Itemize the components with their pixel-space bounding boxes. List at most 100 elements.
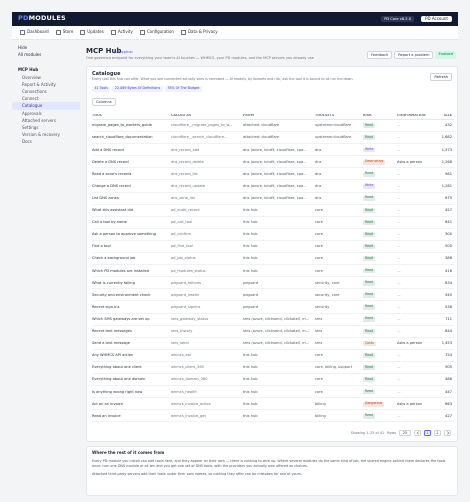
table-row[interactable]: Everything about one client whmcs_client_… [92,362,454,375]
tool: Everything about one client [92,365,142,370]
risk-cell: Read [363,268,397,274]
page-actions: Feedback Report a problem Enabled [367,51,456,60]
sidebar-item[interactable]: Connect [22,96,39,102]
table-row[interactable]: Security and environment check pdguard_he… [92,289,454,302]
risk-cell: Read [363,280,397,286]
module-heading[interactable]: MCP Hub [18,67,39,73]
tool: Read a zone's records [92,171,132,176]
table-row[interactable]: search_cloudflare_documentation cloudflar… [92,132,454,145]
toolsets: billing [315,413,326,418]
table-row[interactable]: Recent text messages sms_history sms (azur… [92,326,454,338]
next-icon [446,431,449,435]
rows-label: Rows [387,430,396,435]
risk-cell: Read [363,377,397,383]
size: 500 [445,244,452,249]
table-row[interactable]: migrate_pages_to_workers_guide cloudflare… [92,120,454,133]
risk-cell: Read [363,389,397,395]
table-row[interactable]: Which SMS gateways are set up sms_gateway… [92,314,454,326]
table-row[interactable]: Add a DNS record dns_record_add dns (azure… [92,144,454,157]
called-as: whmcs_domain_360 [171,377,208,382]
nav-item[interactable]: Store [56,29,74,35]
next-page[interactable] [444,430,451,436]
logo[interactable]: PDMODULES [18,14,66,23]
table-row[interactable]: Read a zone's records dns_record_list dns … [92,168,454,181]
sidebar: Hide All modules MCP Hub Overview Report … [12,44,80,145]
table-row[interactable]: Everything about one domain whmcs_domain_… [92,374,454,387]
table-row[interactable]: Check a background job pd_job_status this … [92,253,454,266]
table-row[interactable]: Send a text message sms_send sms (azure, c… [92,338,454,350]
table-row[interactable]: List DNS zones dns_zone_list dns (azure, b… [92,193,454,205]
size: 675 [445,195,452,200]
confirmation: — [397,353,401,358]
page-button[interactable]: 1 [424,430,431,436]
risk-cell: Read [363,135,397,141]
table-row[interactable]: What this assistant did pd_audit_recent th… [92,205,454,217]
confirmation: — [397,208,401,213]
tool: What is currently failing [92,280,135,285]
toolsets: core [315,256,323,261]
size: 981 [445,171,452,176]
table-row[interactable]: Change a DNS record dns_record_update dns … [92,181,454,193]
size: 457 [445,208,452,213]
sidebar-item[interactable]: Docs [22,139,32,145]
report-button[interactable]: Report a problem [394,51,434,60]
called-as: cloudflare__migrate_pages_to_w... [171,123,233,128]
from: dns (azure, bind9, cloudflare, cpa... [243,159,307,164]
logo-prefix: PD [18,14,29,22]
sidebar-item[interactable]: Connections [22,88,47,94]
nav-item[interactable]: Configuration [140,29,174,35]
all-modules-link[interactable]: All modules [18,52,42,58]
toolsets: core [315,389,323,394]
size: 416 [445,268,452,273]
tool: Ask a person to approve something [92,232,156,237]
table-row[interactable]: Read an invoice whmcs_invoice_get this hub… [92,410,454,423]
feedback-button[interactable]: Feedback [367,51,393,60]
page-subtitle: One governed endpoint for everything you… [86,56,314,60]
risk-badge: Read [363,280,376,286]
sidebar-item[interactable]: Settings [22,124,39,130]
nav-item[interactable]: Dashboard [20,29,49,35]
hide-toggle[interactable]: Hide [18,45,28,50]
sidebar-item[interactable]: Version & recovery [22,132,60,138]
size: 1,373 [441,147,452,152]
table-row[interactable]: Call a tool by name pd_call_tool this hub c… [92,217,454,229]
risk-cell: Read [363,316,397,322]
tool: What this assistant did [92,208,134,213]
page-button[interactable]: 2 [434,430,441,436]
rows-select[interactable]: 25 [399,430,411,436]
nav-item[interactable]: Data & Privacy [181,29,218,35]
confirmation: Asks a person [397,159,423,164]
table-row[interactable]: Find a tool pd_find_tool this hub core Read —… [92,241,454,254]
from: this hub [243,401,258,406]
table-row[interactable]: Ask a person to approve something pd_conf… [92,229,454,241]
table-row[interactable]: Which PD modules are installed pd_modules… [92,265,454,278]
refresh-button[interactable]: Refresh [430,73,452,82]
nav-item[interactable]: Updates [80,29,104,35]
risk-badge: Dangerous [363,401,385,407]
nav-item[interactable]: Activity [111,29,133,35]
sidebar-item[interactable]: Approvals [22,110,42,116]
tool: Which SMS gateways are set up [92,316,150,321]
called-as: dns_record_list [171,171,198,176]
sidebar-item[interactable]: Attached servers [22,117,57,123]
sidebar-item[interactable]: Catalogue [12,102,80,110]
table-row[interactable]: Act on an invoice whmcs_invoice_action thi… [92,398,454,411]
table-row[interactable]: Is anything wrong right now whmcs_health t… [92,386,454,399]
account-button[interactable]: PD Account [421,15,452,23]
table-row[interactable]: Delete a DNS record dns_record_delete dns … [92,156,454,169]
tool: Any WHMCS API action [92,353,134,358]
table-row[interactable]: What is currently failing pdguard_failure… [92,277,454,290]
sidebar-item[interactable]: Report & Activity [22,81,56,87]
size: 386 [445,256,452,261]
confirmation: — [397,292,401,297]
toolsets: core [315,377,323,382]
nav-bar: Dashboard Store Updates Activity Configurati… [12,26,458,40]
called-as: whmcs_health [171,389,197,394]
prev-page[interactable] [414,430,421,436]
table-row[interactable]: Any WHMCS API action whmcs_api this hub cor… [92,350,454,362]
sidebar-item[interactable]: Overview [22,74,41,80]
columns-button[interactable]: Columns [92,98,116,107]
table-row[interactable]: Recent sign-ins pdguard_signins pdguard sec… [92,302,454,314]
called-as: sms_gateway_status [171,316,209,321]
